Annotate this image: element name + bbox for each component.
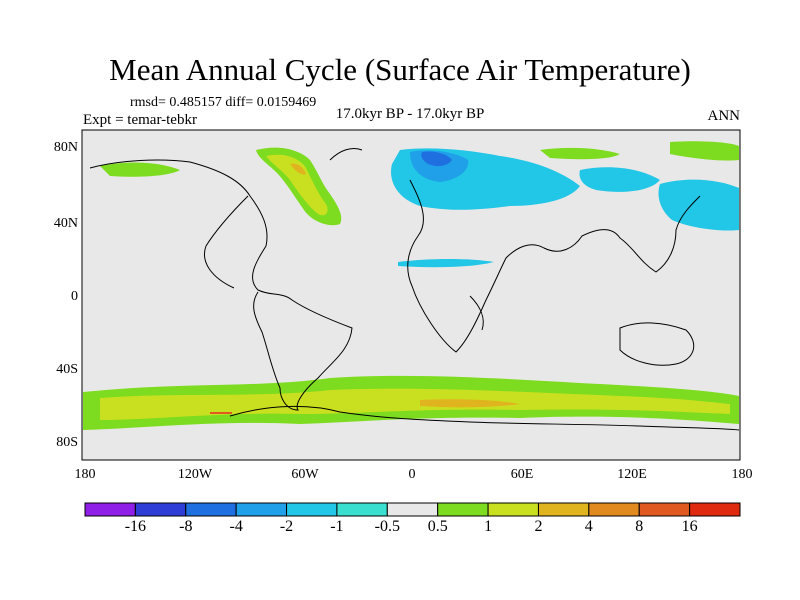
colorbar-label: -0.5 [374,518,400,535]
plot-title: Mean Annual Cycle (Surface Air Temperatu… [109,52,691,87]
colorbar-box [185,502,237,517]
experiment-label: Expt = temar-tebkr [83,112,197,128]
arctic-anomaly-green-2 [540,147,620,160]
colorbar-box [286,502,338,517]
lon-tick-60w: 60W [291,467,319,482]
colorbar-label: 0.5 [427,518,448,535]
colorbar-box [487,502,539,517]
lon-tick-180e: 180 [731,467,753,482]
north-atlantic-anomaly-orange [290,163,306,175]
north-atlantic-anomaly-yellow [266,154,328,216]
colorbar-label: -2 [279,518,294,535]
pacific-anomaly-cyan [658,179,739,231]
eurasia-anomaly-blue [421,151,452,167]
lon-tick-180w: 180 [74,467,96,482]
colorbar-box [134,502,187,517]
colorbar-label: 8 [635,518,644,535]
colorbar-box [437,502,489,517]
lon-tick-60e: 60E [510,467,534,482]
season-label: ANN [707,108,741,124]
stats-line: rmsd= 0.485157 diff= 0.0159469 [130,95,317,110]
lon-tick-120e: 120E [617,467,647,482]
lon-tick-0: 0 [408,467,416,482]
lat-tick-0: 0 [71,289,78,304]
southern-ocean-anomaly-orange [420,399,520,408]
colorbar-label: -16 [124,518,147,535]
colorbar-box [588,502,640,517]
colorbar-label: 1 [484,518,493,535]
lat-tick-40s: 40S [56,362,78,377]
arctic-anomaly-green-1 [100,162,180,177]
lat-tick-80n: 80N [53,140,78,155]
colorbar-box [638,502,691,517]
colorbar-box [84,502,136,517]
colorbar-label: 2 [534,518,543,535]
southern-ocean-anomaly-yellow [100,388,730,420]
southern-ocean-anomaly-red [210,412,232,414]
colorbar-box [689,502,741,517]
colorbar-box [336,502,388,517]
coastlines [89,147,740,431]
colorbar-box [386,502,439,517]
colorbar-label: 16 [681,518,698,535]
colorbar-label: -1 [330,518,344,535]
arctic-anomaly-green-3 [670,141,739,161]
colorbar-box [235,502,288,517]
colorbar-label: 4 [584,518,593,535]
colorbar-box [537,502,590,517]
lat-tick-80s: 80S [56,435,78,450]
lon-tick-120w: 120W [177,467,213,482]
lat-tick-40n: 40N [53,216,78,231]
asia-anomaly-cyan [579,167,660,192]
middle-east-anomaly-cyan [398,259,494,268]
colorbar-label: -4 [229,518,243,535]
period-label: 17.0kyr BP - 17.0kyr BP [335,106,485,122]
colorbar-label: -8 [179,518,193,535]
